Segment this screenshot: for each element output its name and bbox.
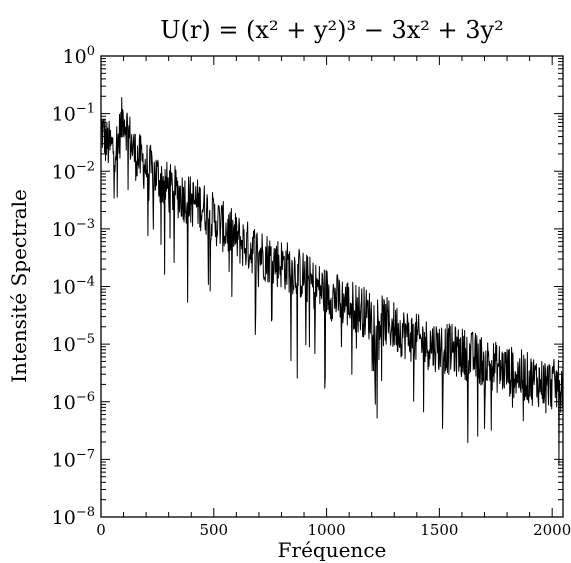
chart-title: U(r) = (x² + y²)³ − 3x² + 3y² [160,16,503,44]
x-tick-label: 0 [96,521,106,539]
y-tick-label: 10−8 [52,505,95,529]
y-tick-label: 10−6 [52,390,95,414]
y-tick-label: 100 [63,44,95,68]
plot-frame [101,56,563,517]
x-tick-label: 2000 [533,521,571,539]
y-tick-label: 10−1 [52,102,95,126]
series-layer [101,98,563,465]
plot-border [101,56,563,517]
series-line [101,98,563,465]
x-tick-label: 1000 [307,521,345,539]
y-tick-label: 10−3 [52,217,95,241]
x-axis-tick-labels: 0 500 1000 1500 2000 [96,521,571,539]
x-axis-label: Fréquence [278,538,387,562]
y-tick-label: 10−7 [52,447,95,471]
y-tick-label: 10−5 [52,332,95,356]
y-tick-label: 10−2 [52,159,95,183]
x-tick-label: 500 [199,521,228,539]
y-tick-label: 10−4 [52,275,95,299]
x-tick-label: 1500 [420,521,458,539]
y-axis-label: Intensité Spectrale [7,189,31,383]
y-axis-tick-labels: 100 10−1 10−2 10−3 10−4 10−5 10−6 10−7 10−8 [52,44,95,529]
y-axis-ticks [101,56,563,517]
